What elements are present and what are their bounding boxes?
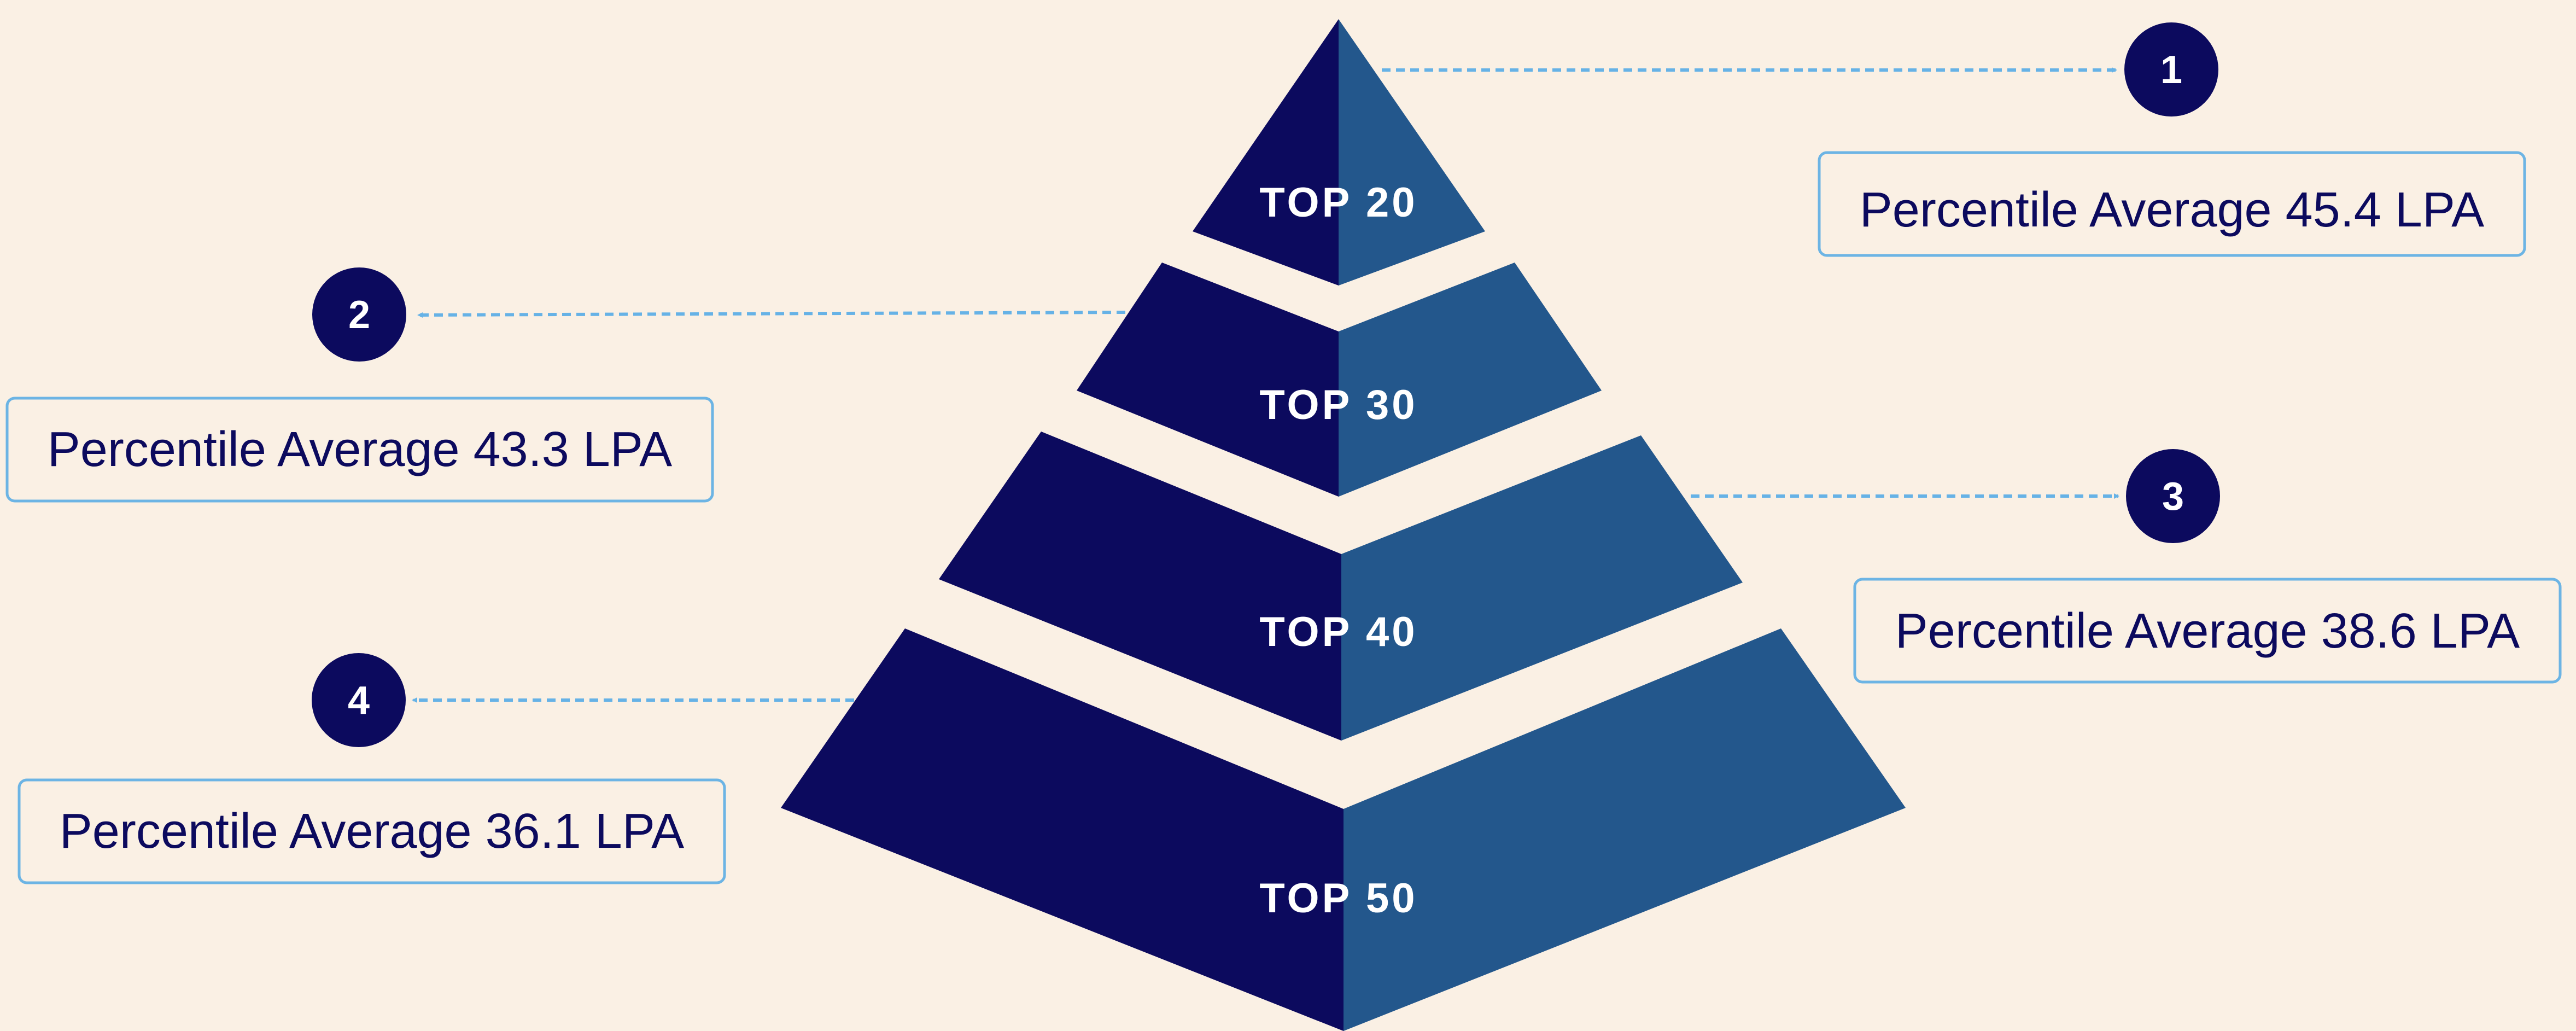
tier-2-left-face [1077, 263, 1339, 497]
caption-text-1: Percentile Average 45.4 LPA [1860, 183, 2484, 237]
caption-box-2 [5, 397, 714, 503]
tier-3-label: TOP 40 [1259, 609, 1417, 655]
callout-1: 1 Percentile Average 45.4 LPA [1382, 22, 2526, 257]
tier-4-left-face [781, 628, 1344, 1031]
callout-2: 2 Percentile Average 43.3 LPA [5, 267, 1126, 503]
pyramid-tier-2: TOP 30 [1077, 263, 1602, 497]
marker-number-2: 2 [348, 293, 370, 337]
callout-3: 3 Percentile Average 38.6 LPA [1691, 449, 2562, 684]
marker-circle-4 [312, 653, 406, 747]
caption-text-2: Percentile Average 43.3 LPA [48, 422, 672, 477]
tier-2-right-face [1339, 263, 1602, 497]
tier-1-left-face [1193, 19, 1339, 286]
caption-box-1 [1818, 151, 2526, 257]
tier-4-label: TOP 50 [1259, 875, 1417, 922]
caption-box-4 [17, 778, 726, 884]
marker-number-3: 3 [2162, 475, 2184, 519]
caption-text-3: Percentile Average 38.6 LPA [1895, 604, 2520, 659]
tier-2-label: TOP 30 [1259, 382, 1417, 428]
tier-4-right-face [1344, 628, 1906, 1031]
marker-circle-3 [2126, 449, 2220, 543]
callout-4: 4 Percentile Average 36.1 LPA [17, 653, 854, 884]
tier-3-right-face [1341, 435, 1743, 741]
marker-circle-2 [312, 267, 406, 362]
tier-3-left-face [939, 432, 1341, 741]
caption-box-3 [1853, 578, 2562, 684]
tier-1-right-face [1339, 19, 1485, 286]
marker-number-4: 4 [348, 679, 370, 723]
marker-circle-1 [2124, 22, 2218, 117]
pyramid-tier-3: TOP 40 [939, 432, 1743, 741]
pyramid-tier-1: TOP 20 [1193, 19, 1485, 286]
connector-arrow-2 [417, 311, 1126, 318]
pyramid-tier-4: TOP 50 [781, 628, 1906, 1031]
tier-1-label: TOP 20 [1259, 179, 1417, 226]
marker-number-1: 1 [2160, 48, 2182, 92]
caption-text-4: Percentile Average 36.1 LPA [60, 804, 684, 859]
